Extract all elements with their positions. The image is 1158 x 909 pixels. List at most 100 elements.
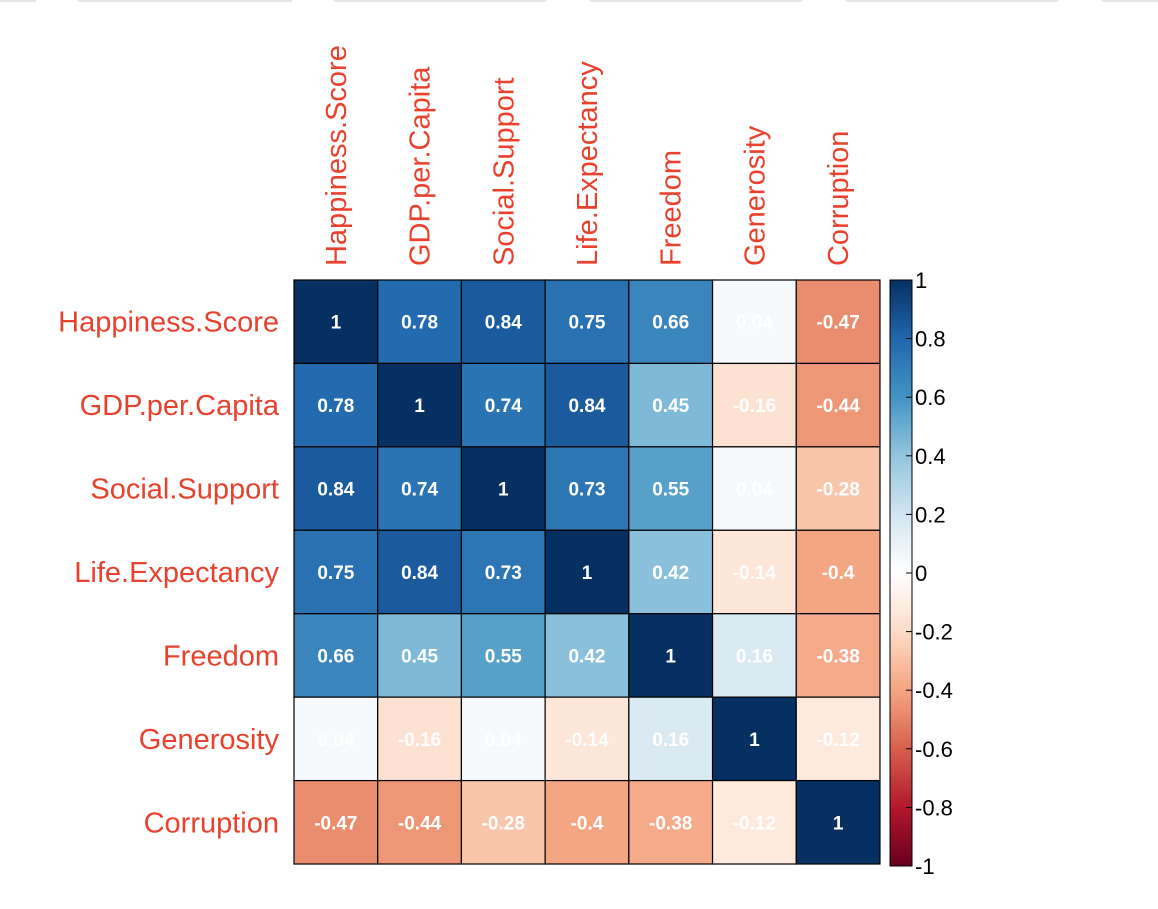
cell-value-label: 0.84 bbox=[485, 313, 522, 334]
heatmap-cell bbox=[628, 362, 714, 448]
heatmap-cell bbox=[628, 696, 714, 782]
heatmap-cell bbox=[377, 279, 463, 365]
cell-value-label: -0.44 bbox=[816, 396, 860, 417]
heatmap-cell bbox=[544, 696, 630, 782]
cell-value-label: 0.84 bbox=[568, 396, 605, 417]
row-label: Happiness.Score bbox=[58, 307, 279, 339]
row-label: GDP.per.Capita bbox=[80, 390, 280, 422]
heatmap-cell-labels: 1 0.78 0.84 0.75 0.66 0.04 -0.47 0.78 1 0.74 0.84 0… bbox=[314, 313, 860, 835]
cell-value-label: 1 bbox=[498, 480, 509, 501]
heatmap-cell bbox=[711, 446, 797, 531]
colorbar-tick-label: 0.8 bbox=[915, 327, 946, 352]
column-label: Social.Support bbox=[488, 77, 520, 266]
row-label: Generosity bbox=[139, 724, 280, 756]
row-label: Freedom bbox=[163, 640, 279, 672]
colorbar-tick-label: -1 bbox=[915, 854, 935, 879]
cell-value-label: 0.42 bbox=[568, 646, 605, 667]
colorbar-tick-label: 1 bbox=[915, 268, 927, 293]
heatmap-cell bbox=[711, 779, 797, 865]
cell-value-label: -0.47 bbox=[314, 813, 357, 834]
heatmap-cell bbox=[377, 696, 463, 782]
cell-value-label: 0.45 bbox=[652, 396, 689, 417]
colorbar: 1 0.8 0.6 0.4 0.2 0 -0.2 -0.4 -0.6 -0.8 -1 bbox=[889, 268, 953, 879]
cell-value-label: -0.16 bbox=[398, 730, 441, 751]
heatmap-cell bbox=[628, 446, 714, 531]
cell-value-label: -0.47 bbox=[816, 313, 859, 334]
heatmap-cell bbox=[795, 362, 881, 448]
cell-value-label: 0.42 bbox=[652, 563, 689, 584]
row-labels: Happiness.Score GDP.per.Capita Social.Supp… bbox=[58, 307, 280, 840]
column-label: Freedom bbox=[656, 150, 688, 266]
heatmap-cell bbox=[460, 696, 546, 782]
heatmap-cell bbox=[460, 362, 546, 448]
cell-value-label: 0.16 bbox=[736, 646, 773, 667]
cell-value-label: 0.45 bbox=[401, 646, 438, 667]
cell-value-label: 1 bbox=[582, 563, 593, 584]
cell-value-label: 0.78 bbox=[317, 396, 354, 417]
cell-value-label: 0.84 bbox=[317, 480, 354, 501]
cell-value-label: 0.66 bbox=[317, 646, 354, 667]
heatmap-cell bbox=[293, 613, 379, 698]
heatmap-cells bbox=[293, 279, 881, 865]
cell-value-label: 1 bbox=[833, 813, 844, 834]
column-label: Generosity bbox=[739, 125, 771, 266]
heatmap-cell bbox=[293, 362, 379, 448]
cell-value-label: 1 bbox=[749, 730, 760, 751]
cell-value-label: 0.78 bbox=[401, 313, 438, 334]
cell-value-label: 0.74 bbox=[485, 396, 522, 417]
cell-value-label: 0.04 bbox=[736, 480, 773, 501]
cell-value-label: 0.04 bbox=[736, 313, 773, 334]
heatmap-cell bbox=[544, 779, 630, 865]
heatmap-cell bbox=[544, 446, 630, 531]
heatmap-cell bbox=[711, 279, 797, 365]
heatmap-cell bbox=[711, 529, 797, 615]
colorbar-tick-label: -0.4 bbox=[915, 678, 953, 703]
heatmap-cell bbox=[377, 529, 463, 615]
top-border-segment bbox=[846, 0, 1058, 2]
cell-value-label: 0.16 bbox=[652, 730, 689, 751]
cell-value-label: 0.84 bbox=[401, 563, 438, 584]
cell-value-label: -0.28 bbox=[482, 813, 525, 834]
colorbar-tick-label: 0.6 bbox=[915, 385, 946, 410]
top-border-segment bbox=[1102, 0, 1158, 2]
heatmap-cell bbox=[795, 529, 881, 615]
heatmap-cell bbox=[795, 613, 881, 698]
cell-value-label: 0.75 bbox=[568, 313, 605, 334]
colorbar-tick-label: 0.2 bbox=[915, 502, 946, 527]
heatmap-cell bbox=[460, 446, 546, 531]
row-label: Corruption bbox=[144, 807, 279, 839]
cell-value-label: -0.12 bbox=[733, 813, 776, 834]
cell-value-label: -0.12 bbox=[816, 730, 859, 751]
top-border-segment bbox=[590, 0, 802, 2]
heatmap-cell bbox=[460, 279, 546, 365]
row-label: Life.Expectancy bbox=[74, 557, 279, 589]
colorbar-tick-label: -0.2 bbox=[915, 620, 953, 645]
cell-value-label: -0.4 bbox=[822, 563, 855, 584]
heatmap-cell bbox=[544, 279, 630, 365]
cell-value-label: -0.38 bbox=[649, 813, 692, 834]
heatmap-cell bbox=[628, 779, 714, 865]
cell-value-label: 0.73 bbox=[485, 563, 522, 584]
column-label: GDP.per.Capita bbox=[405, 66, 437, 266]
column-labels: Happiness.Score GDP.per.Capita Social.Supp… bbox=[321, 45, 855, 266]
heatmap-cell bbox=[293, 779, 379, 865]
column-label: Life.Expectancy bbox=[572, 61, 604, 266]
cell-value-label: 0.55 bbox=[652, 480, 689, 501]
heatmap-cell bbox=[293, 529, 379, 615]
heatmap-cell bbox=[293, 696, 379, 782]
cell-value-label: -0.14 bbox=[565, 730, 609, 751]
heatmap-cell bbox=[460, 779, 546, 865]
column-label: Happiness.Score bbox=[321, 45, 353, 266]
heatmap-cell bbox=[795, 779, 881, 865]
heatmap-cell bbox=[377, 446, 463, 531]
column-label: Corruption bbox=[823, 131, 855, 266]
cell-value-label: -0.14 bbox=[733, 563, 777, 584]
colorbar-tick-label: -0.8 bbox=[915, 795, 953, 820]
top-border-segment bbox=[0, 0, 36, 2]
row-label: Social.Support bbox=[90, 474, 279, 506]
colorbar-tick-label: 0 bbox=[915, 561, 927, 586]
cell-value-label: 0.55 bbox=[485, 646, 522, 667]
heatmap-cell bbox=[293, 279, 379, 365]
